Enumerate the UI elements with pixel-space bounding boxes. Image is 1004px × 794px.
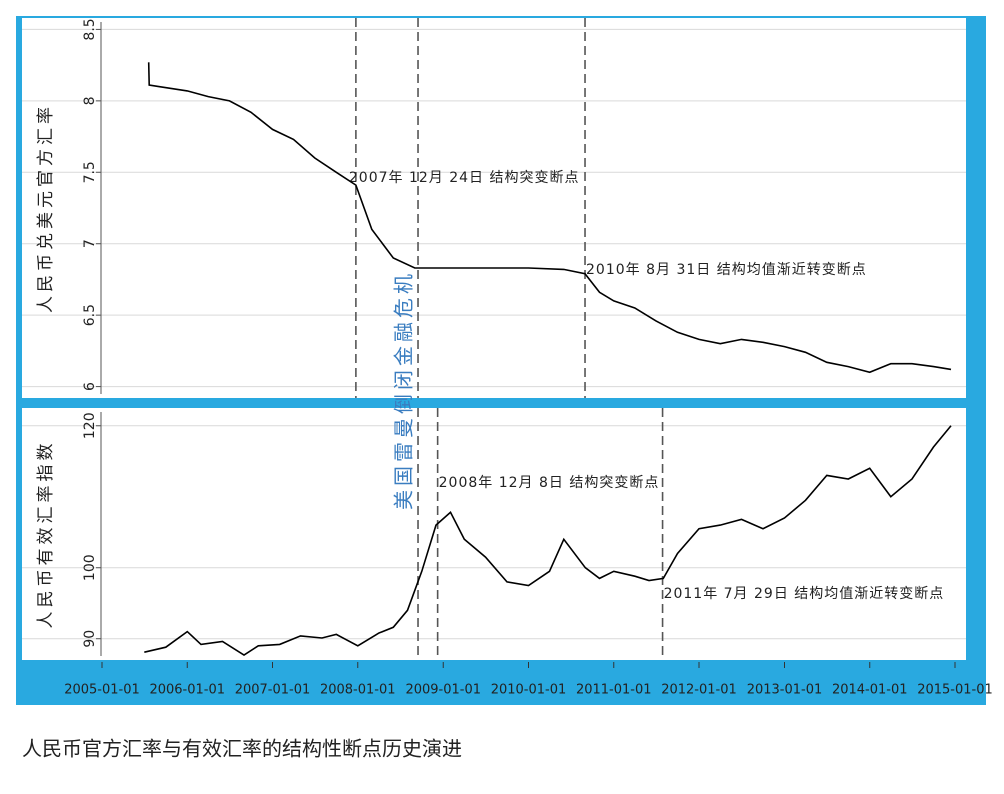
- y-tick-label: 120: [82, 412, 98, 439]
- rate-line: [147, 62, 952, 374]
- x-tick-label: 2006-01-01: [149, 683, 225, 698]
- y-tick-label: 8.5: [82, 18, 98, 40]
- y-tick-label: 7.5: [82, 161, 98, 183]
- break-label: 2007年 12月 24日 结构突变断点: [349, 170, 580, 186]
- bottom-panel: [22, 408, 966, 660]
- break-label: 2008年 12月 8日 结构突变断点: [439, 475, 660, 491]
- y-tick-label: 8: [82, 96, 98, 105]
- x-tick-label: 2005-01-01: [64, 683, 140, 698]
- rate-line: [144, 425, 952, 656]
- x-tick-label: 2011-01-01: [576, 683, 652, 698]
- top-panel: [22, 18, 966, 398]
- x-tick-label: 2012-01-01: [661, 683, 737, 698]
- x-tick-label: 2007-01-01: [235, 683, 311, 698]
- y-tick-label: 6: [82, 382, 98, 391]
- x-tick-label: 2009-01-01: [405, 683, 481, 698]
- crisis-annotation: 美国雷曼倒闭金融危机: [392, 270, 416, 510]
- x-tick-label: 2015-01-01: [917, 683, 993, 698]
- break-label: 2010年 8月 31日 结构均值渐近转变断点: [586, 262, 867, 278]
- y-tick-label: 90: [82, 630, 98, 648]
- x-tick-label: 2008-01-01: [320, 683, 396, 698]
- y-axis-label: 人民币兑美元官方汇率: [36, 103, 56, 313]
- caption: 人民币官方汇率与有效汇率的结构性断点历史演进: [22, 737, 462, 761]
- y-tick-label: 6.5: [82, 304, 98, 326]
- x-tick-label: 2013-01-01: [747, 683, 823, 698]
- y-tick-label: 7: [82, 239, 98, 248]
- break-label: 2011年 7月 29日 结构均值渐近转变断点: [664, 586, 945, 602]
- x-tick-label: 2014-01-01: [832, 683, 908, 698]
- y-axis-label: 人民币有效汇率指数: [36, 440, 56, 629]
- y-tick-label: 100: [82, 554, 98, 581]
- x-tick-label: 2010-01-01: [491, 683, 567, 698]
